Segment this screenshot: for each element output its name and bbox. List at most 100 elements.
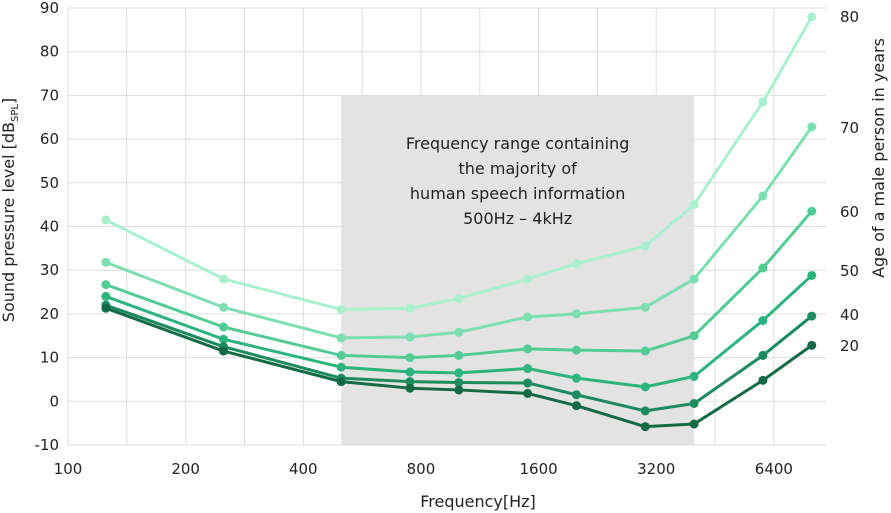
series-80-years: [101, 12, 817, 315]
data-point: [101, 291, 111, 301]
data-point: [689, 274, 699, 284]
data-point: [758, 315, 768, 325]
x-tick-label: 1600: [519, 460, 557, 478]
data-point: [405, 332, 415, 342]
data-point: [523, 364, 533, 374]
y-tick-label: 0: [49, 392, 59, 410]
speech-range-annotation-line: 500Hz – 4kHz: [463, 209, 572, 228]
data-point: [454, 350, 464, 360]
y-axis-title-subscript: SPL: [10, 104, 21, 122]
data-point: [336, 362, 346, 372]
data-point: [219, 322, 229, 332]
data-point: [807, 311, 817, 321]
y-tick-label: 70: [40, 86, 59, 104]
data-point: [101, 280, 111, 290]
data-point: [640, 422, 650, 432]
data-point: [807, 122, 817, 132]
data-point: [336, 350, 346, 360]
data-point: [640, 406, 650, 416]
data-point: [219, 346, 229, 356]
x-tick-label: 200: [171, 460, 200, 478]
y2-axis-title: Age of a male person in years: [869, 38, 888, 278]
data-point: [101, 215, 111, 225]
data-point: [807, 206, 817, 216]
data-point: [336, 333, 346, 343]
y-tick-label: 90: [40, 0, 59, 17]
speech-range-annotation-line: human speech information: [410, 184, 625, 203]
y-tick-label: 10: [40, 349, 59, 367]
data-point: [101, 303, 111, 313]
data-point: [807, 340, 817, 350]
y-axis-title: Sound pressure level [dBSPL]: [0, 98, 21, 322]
x-tick-label: 3200: [637, 460, 675, 478]
data-point: [689, 331, 699, 341]
data-point: [640, 302, 650, 312]
series-50-years: [101, 270, 817, 392]
x-axis-ticks: 100 200 400 800 1600 3200 6400: [54, 460, 793, 478]
data-point: [523, 388, 533, 398]
y-tick-label: 80: [40, 43, 59, 61]
data-point: [689, 419, 699, 429]
x-tick-label: 800: [407, 460, 436, 478]
y-tick-label: 60: [40, 130, 59, 148]
data-point: [454, 378, 464, 388]
age-labels: 80 70 60 50 40 20: [840, 8, 859, 355]
data-point: [758, 263, 768, 273]
y-tick-label: 40: [40, 218, 59, 236]
data-point: [405, 353, 415, 363]
data-point: [219, 334, 229, 344]
age-label: 20: [840, 337, 859, 355]
data-point: [523, 274, 533, 284]
series-60-years: [101, 206, 817, 363]
y-axis-title-main: Sound pressure level [dB: [0, 122, 18, 322]
data-point: [640, 382, 650, 392]
data-point: [454, 294, 464, 304]
data-point: [523, 312, 533, 322]
data-point: [405, 303, 415, 313]
x-axis-title: Frequency[Hz]: [420, 492, 536, 511]
data-point: [336, 305, 346, 315]
data-point: [454, 327, 464, 337]
series-group: [101, 12, 817, 432]
x-tick-label: 100: [54, 460, 83, 478]
data-point: [689, 398, 699, 408]
data-point: [454, 368, 464, 378]
data-point: [571, 401, 581, 411]
data-point: [807, 12, 817, 22]
y-tick-label: -10: [35, 436, 60, 454]
series-40-years: [101, 300, 817, 416]
data-point: [640, 241, 650, 251]
data-point: [523, 378, 533, 388]
y-tick-label: 20: [40, 305, 59, 323]
y-axis-title-end: ]: [0, 98, 18, 104]
age-label: 40: [840, 306, 859, 324]
data-point: [758, 375, 768, 385]
data-point: [758, 350, 768, 360]
age-label: 80: [840, 8, 859, 26]
y-tick-label: 50: [40, 174, 59, 192]
data-point: [689, 200, 699, 210]
data-point: [571, 309, 581, 319]
data-point: [454, 385, 464, 395]
data-point: [640, 346, 650, 356]
x-tick-label: 400: [289, 460, 318, 478]
data-point: [571, 373, 581, 383]
data-point: [807, 270, 817, 280]
data-point: [758, 97, 768, 107]
speech-range-annotation-line: the majority of: [459, 159, 578, 178]
data-point: [405, 383, 415, 393]
age-label: 60: [840, 203, 859, 221]
data-point: [219, 302, 229, 312]
series-70-years: [101, 122, 817, 343]
data-point: [219, 274, 229, 284]
data-point: [571, 259, 581, 269]
y-tick-label: 30: [40, 261, 59, 279]
age-label: 50: [840, 262, 859, 280]
series-20-years: [101, 303, 817, 432]
speech-range-annotation: Frequency range containing the majority o…: [406, 134, 629, 228]
data-point: [571, 390, 581, 400]
y-axis-ticks: -10 0 10 20 30 40 50 60 70 80 90: [35, 0, 60, 454]
data-point: [405, 367, 415, 377]
data-point: [336, 377, 346, 387]
